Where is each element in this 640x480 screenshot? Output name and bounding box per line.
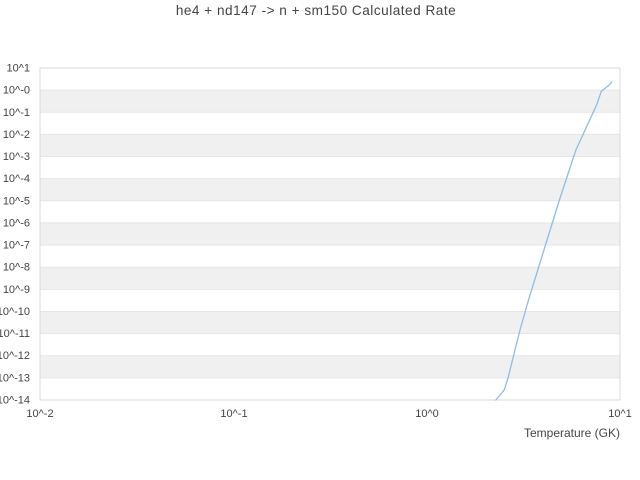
svg-text:10^-0: 10^-0 [3,85,30,97]
svg-text:10^-6: 10^-6 [3,217,30,229]
svg-text:10^-9: 10^-9 [3,284,30,296]
svg-text:10^-4: 10^-4 [3,173,30,185]
svg-text:10^-3: 10^-3 [3,151,30,163]
svg-text:10^-11: 10^-11 [0,328,30,340]
svg-text:10^-2: 10^-2 [26,408,53,420]
svg-text:10^-5: 10^-5 [3,195,30,207]
svg-text:10^-14: 10^-14 [0,395,30,407]
svg-text:10^-2: 10^-2 [3,129,30,141]
svg-text:10^1: 10^1 [608,408,632,420]
svg-text:10^-12: 10^-12 [0,350,30,362]
svg-text:10^1: 10^1 [6,63,30,75]
svg-text:10^-10: 10^-10 [0,306,30,318]
svg-text:10^-1: 10^-1 [3,107,30,119]
svg-text:10^-13: 10^-13 [0,372,30,384]
svg-text:10^0: 10^0 [415,408,439,420]
svg-text:10^-7: 10^-7 [3,240,30,252]
svg-text:10^-8: 10^-8 [3,262,30,274]
svg-text:10^-1: 10^-1 [220,408,247,420]
svg-text:Temperature (GK): Temperature (GK) [524,426,620,440]
